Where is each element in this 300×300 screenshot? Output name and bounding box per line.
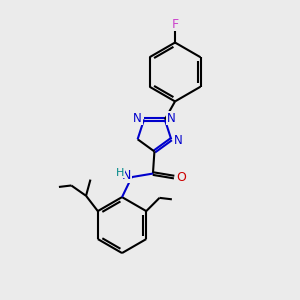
Text: N: N — [133, 112, 142, 124]
Text: N: N — [174, 134, 183, 147]
Text: N: N — [122, 169, 131, 182]
Text: F: F — [172, 18, 178, 31]
Text: N: N — [167, 112, 176, 124]
Text: H: H — [116, 168, 125, 178]
Text: O: O — [177, 171, 186, 184]
